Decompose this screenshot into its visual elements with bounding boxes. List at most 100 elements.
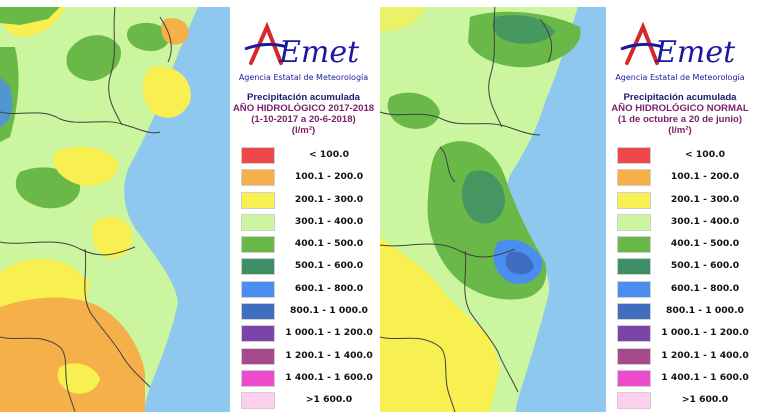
legend-panel-right: Emet Agencia Estatal de Meteorología Pre…: [607, 7, 753, 412]
mediterranean-sea: [506, 7, 606, 412]
legend-row: 200.1 - 300.0: [241, 189, 373, 211]
legend-swatch: [617, 325, 651, 343]
legend-swatch: [617, 347, 651, 365]
legend-swatch: [617, 147, 651, 164]
legend-range-label: 1 200.1 - 1 400.0: [661, 349, 749, 361]
legend-range-label: 800.1 - 1 000.0: [290, 305, 368, 317]
precipitation-legend: < 100.0 100.1 - 200.0 200.1 - 300.0 300.1 -…: [241, 144, 373, 412]
legend-range-label: 1 000.1 - 1 200.0: [285, 327, 373, 339]
title-unit: (l/m²): [291, 125, 316, 136]
title-line-2: AÑO HIDROLÓGICO NORMAL: [611, 103, 749, 114]
legend-swatch: [617, 191, 651, 209]
legend-row: 300.1 - 400.0: [241, 211, 373, 233]
legend-row: 1 000.1 - 1 200.0: [617, 322, 749, 344]
legend-swatch: [241, 280, 275, 298]
legend-row: >1 600.0: [617, 389, 749, 411]
legend-range-label: 1 400.1 - 1 600.0: [661, 371, 749, 383]
map-left-svg: [0, 7, 230, 412]
aemet-logo: Emet: [620, 21, 736, 70]
title-line-1: Precipitación acumulada: [246, 92, 361, 103]
legend-swatch: [617, 236, 651, 254]
legend-range-label: 400.1 - 500.0: [670, 238, 740, 250]
legend-swatch: [617, 169, 651, 187]
map-title: Precipitación acumulada AÑO HIDROLÓGICO …: [231, 92, 376, 136]
legend-row: 1 400.1 - 1 600.0: [617, 367, 749, 389]
legend-row: 1 200.1 - 1 400.0: [241, 345, 373, 367]
legend-swatch: [617, 392, 651, 410]
precipitation-map-2017-2018: [0, 7, 230, 412]
legend-range-label: 300.1 - 400.0: [294, 215, 364, 227]
legend-range-label: 1 200.1 - 1 400.0: [285, 349, 373, 361]
legend-row: 300.1 - 400.0: [617, 211, 749, 233]
legend-range-label: 600.1 - 800.0: [294, 282, 364, 294]
legend-range-label: 1 400.1 - 1 600.0: [285, 371, 373, 383]
map-title: Precipitación acumulada AÑO HIDROLÓGICO …: [607, 92, 753, 136]
title-line-1: Precipitación acumulada: [623, 92, 737, 103]
legend-row: 500.1 - 600.0: [617, 255, 749, 277]
legend-range-label: 500.1 - 600.0: [294, 260, 364, 272]
legend-row: 100.1 - 200.0: [241, 166, 373, 188]
legend-range-label: < 100.0: [685, 149, 725, 160]
title-line-3: (1 de octubre a 20 de junio): [617, 114, 743, 125]
province-borders: [0, 7, 172, 412]
legend-swatch: [241, 392, 275, 410]
legend-swatch: [241, 191, 275, 209]
legend-range-label: >1 600.0: [681, 394, 729, 406]
legend-row: 500.1 - 600.0: [241, 255, 373, 277]
legend-row: 100.1 - 200.0: [617, 166, 749, 188]
legend-panel-left: Emet Agencia Estatal de Meteorología Pre…: [231, 7, 376, 412]
legend-swatch: [241, 369, 275, 387]
agency-name: Agencia Estatal de Meteorología: [615, 73, 745, 82]
title-line-3: (1-10-2017 a 20-6-2018): [251, 114, 356, 125]
title-line-2: AÑO HIDROLÓGICO 2017-2018: [232, 103, 375, 114]
legend-swatch: [241, 258, 275, 276]
legend-row: < 100.0: [617, 144, 749, 166]
legend-row: 600.1 - 800.0: [241, 278, 373, 300]
legend-row: < 100.0: [241, 144, 373, 166]
legend-range-label: >1 600.0: [305, 394, 353, 406]
legend-swatch: [241, 236, 275, 254]
legend-range-label: 200.1 - 300.0: [294, 193, 364, 205]
precipitation-map-normal: [380, 7, 606, 412]
legend-range-label: 100.1 - 200.0: [294, 171, 364, 183]
legend-swatch: [617, 280, 651, 298]
legend-swatch: [617, 369, 651, 387]
legend-range-label: 100.1 - 200.0: [670, 171, 740, 183]
legend-range-label: < 100.0: [309, 149, 349, 160]
svg-text:Emet: Emet: [278, 35, 360, 70]
legend-swatch: [241, 303, 275, 321]
legend-range-label: 1 000.1 - 1 200.0: [661, 327, 749, 339]
legend-range-label: 300.1 - 400.0: [670, 215, 740, 227]
legend-row: 400.1 - 500.0: [617, 233, 749, 255]
legend-swatch: [241, 169, 275, 187]
map-right-svg: [380, 7, 606, 412]
svg-text:Emet: Emet: [654, 35, 736, 70]
legend-range-label: 600.1 - 800.0: [670, 282, 740, 294]
legend-range-label: 500.1 - 600.0: [670, 260, 740, 272]
legend-row: 800.1 - 1 000.0: [241, 300, 373, 322]
province-borders: [380, 7, 553, 412]
legend-swatch: [617, 213, 651, 231]
agency-name: Agencia Estatal de Meteorología: [238, 73, 369, 82]
aemet-logo: Emet: [244, 21, 360, 70]
mediterranean-sea: [124, 7, 230, 412]
legend-range-label: 400.1 - 500.0: [294, 238, 364, 250]
legend-swatch: [241, 325, 275, 343]
legend-swatch: [241, 347, 275, 365]
legend-swatch: [617, 303, 651, 321]
title-unit: (l/m²): [668, 125, 692, 136]
legend-row: 400.1 - 500.0: [241, 233, 373, 255]
legend-swatch: [617, 258, 651, 276]
legend-range-label: 800.1 - 1 000.0: [666, 305, 744, 317]
legend-swatch: [241, 147, 275, 164]
legend-row: 1 000.1 - 1 200.0: [241, 322, 373, 344]
legend-row: 600.1 - 800.0: [617, 278, 749, 300]
legend-row: 800.1 - 1 000.0: [617, 300, 749, 322]
legend-swatch: [241, 213, 275, 231]
legend-row: 1 200.1 - 1 400.0: [617, 345, 749, 367]
legend-range-label: 200.1 - 300.0: [670, 193, 740, 205]
legend-row: >1 600.0: [241, 389, 373, 411]
legend-row: 1 400.1 - 1 600.0: [241, 367, 373, 389]
legend-row: 200.1 - 300.0: [617, 189, 749, 211]
